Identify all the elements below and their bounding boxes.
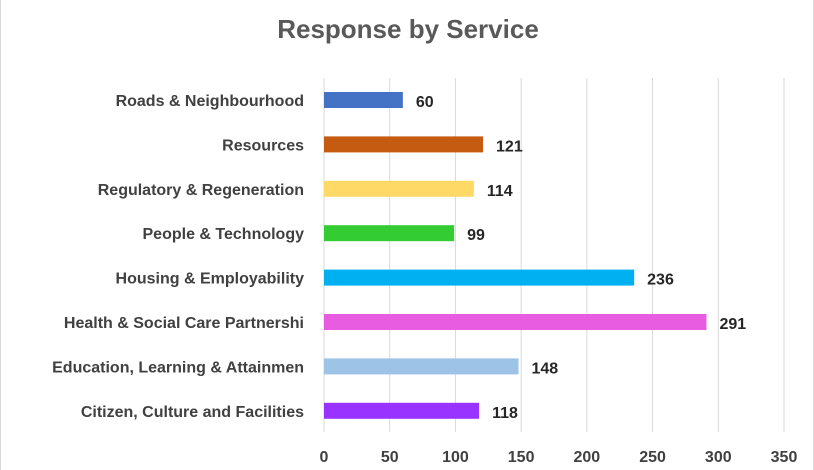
bar [324, 269, 635, 286]
data-label: 236 [647, 272, 674, 289]
category-label: Resources [222, 137, 304, 154]
x-tick-label: 100 [442, 449, 469, 466]
x-tick-label: 0 [320, 449, 329, 466]
bar [324, 358, 519, 375]
x-tick-label: 50 [381, 449, 399, 466]
x-tick-label: 350 [771, 449, 798, 466]
bar [324, 180, 474, 197]
data-label: 118 [492, 405, 518, 422]
bar [324, 136, 484, 153]
data-label: 60 [416, 94, 434, 111]
category-label: Regulatory & Regeneration [98, 182, 304, 199]
category-label: People & Technology [143, 226, 305, 243]
data-label: 99 [467, 227, 485, 244]
category-label: Education, Learning & Attainmen [52, 359, 304, 376]
data-labels: 60 121 114 99 236 291 148 118 [416, 94, 746, 422]
data-label: 291 [719, 316, 746, 333]
category-label: Housing & Employability [116, 271, 305, 288]
data-label: 148 [532, 360, 559, 377]
data-label: 121 [496, 138, 523, 155]
x-tick-label: 300 [705, 449, 732, 466]
bar [324, 314, 707, 330]
category-labels: Roads & Neighbourhood Resources Regulatory… [52, 93, 304, 421]
x-tick-label: 200 [574, 449, 601, 466]
category-label: Health & Social Care Partnershi [64, 315, 304, 332]
category-label: Roads & Neighbourhood [116, 93, 304, 110]
gridlines [323, 78, 785, 432]
data-label: 114 [487, 183, 513, 200]
chart-title: Response by Service [277, 14, 539, 44]
x-axis-tick-labels: 0 50 100 150 200 250 300 350 [320, 449, 798, 466]
x-tick-label: 150 [508, 449, 535, 466]
bar [324, 402, 480, 419]
bar [324, 225, 455, 242]
bar [324, 92, 403, 108]
x-tick-label: 250 [639, 449, 666, 466]
category-label: Citizen, Culture and Facilities [81, 404, 304, 421]
bars [324, 92, 707, 419]
